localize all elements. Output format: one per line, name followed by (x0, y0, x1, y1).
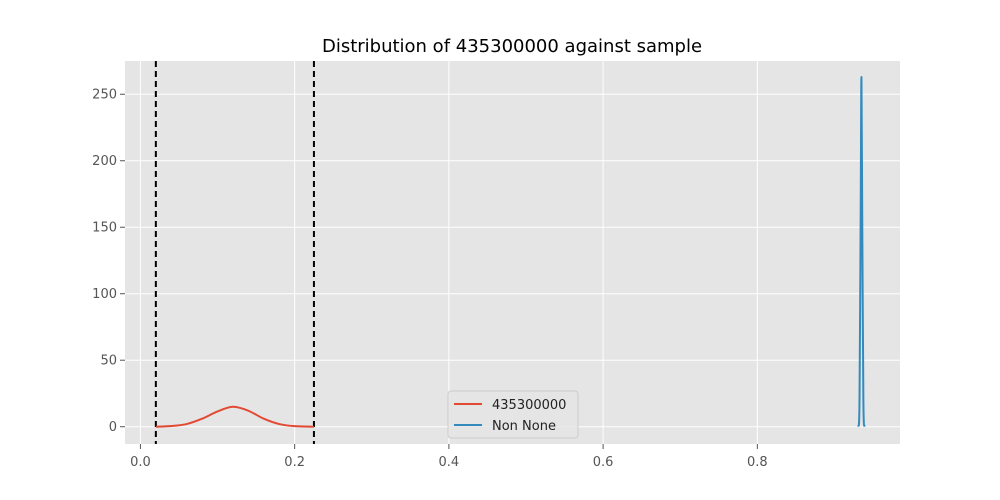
legend-label: Non None (492, 419, 556, 434)
y-tick-label: 100 (92, 287, 117, 302)
x-tick-label: 0.0 (130, 455, 151, 470)
legend-box (447, 390, 579, 439)
x-tick-label: 0.2 (284, 455, 305, 470)
legend: 435300000 Non None (447, 390, 579, 439)
series-line-0 (155, 405, 314, 428)
x-tick-label: 0.8 (747, 455, 768, 470)
y-tick-label: 200 (92, 154, 117, 169)
series-line-1 (857, 75, 866, 427)
reference-lines (154, 61, 315, 444)
y-tick-label: 0 (109, 420, 117, 435)
x-tick-label: 0.6 (593, 455, 614, 470)
y-tick-label: 150 (92, 221, 117, 236)
y-tick-label: 50 (100, 354, 117, 369)
tick-labels: 0.0 0.2 0.4 0.6 0.8 0 50 100 150 200 250 (92, 88, 768, 470)
x-tick-label: 0.4 (439, 455, 460, 470)
series-layer (155, 75, 866, 428)
chart-title: Distribution of 435300000 against sample (322, 36, 702, 57)
legend-label: 435300000 (492, 398, 566, 413)
plot-area (125, 61, 900, 444)
y-tick-label: 250 (92, 88, 117, 103)
